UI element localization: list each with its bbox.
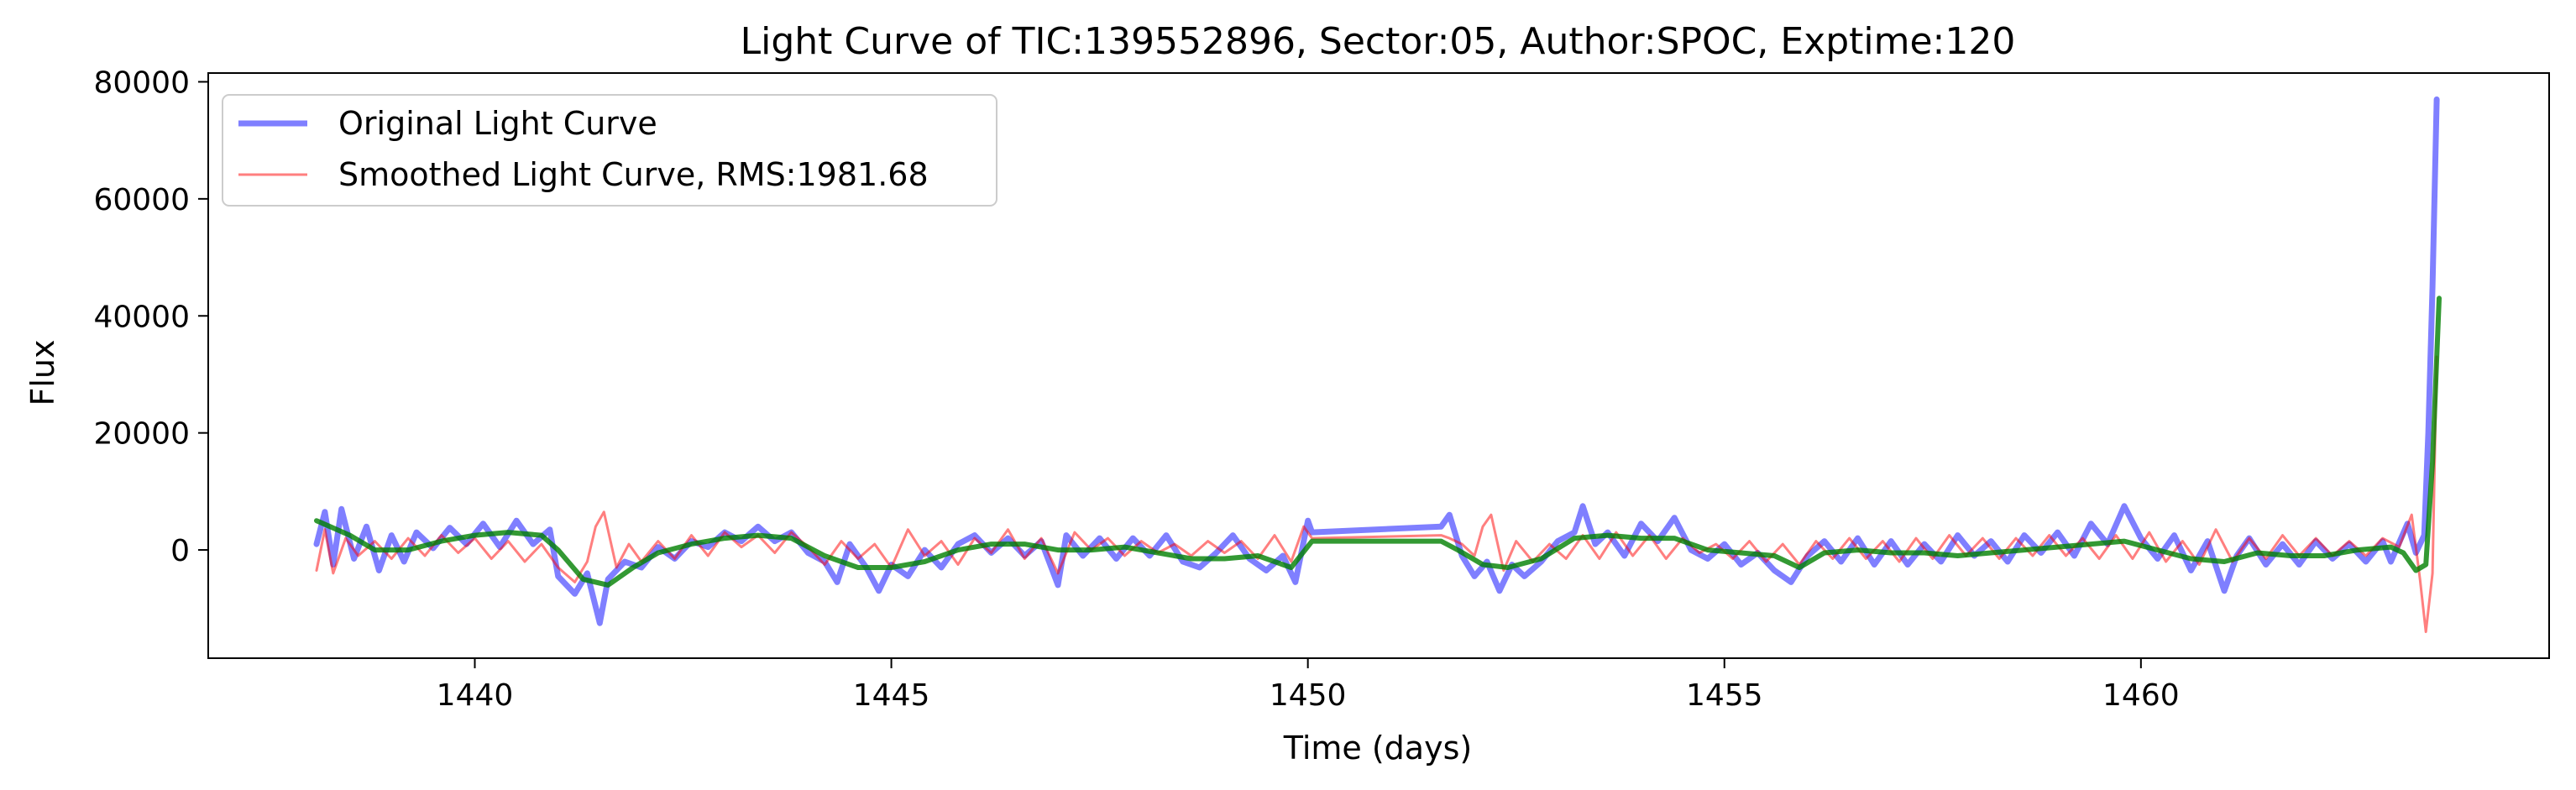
series-layer	[313, 96, 2442, 634]
x-tick-label: 1455	[1686, 678, 1763, 713]
legend-label-smoothed: Smoothed Light Curve, RMS:1981.68	[338, 156, 929, 193]
plot-frame	[207, 72, 2550, 659]
chart-title: Light Curve of TIC:139552896, Sector:05,…	[741, 20, 2016, 63]
y-tick-label: 40000	[93, 300, 190, 334]
legend: Original Light Curve Smoothed Light Curv…	[222, 94, 997, 207]
legend-label-original: Original Light Curve	[338, 105, 657, 142]
legend-box	[222, 94, 997, 207]
series-original-line	[313, 96, 2440, 626]
y-tick-label: 60000	[93, 183, 190, 217]
x-tick-label: 1445	[853, 678, 930, 713]
y-tick-label: 20000	[93, 417, 190, 452]
x-tick-label: 1450	[1270, 678, 1347, 713]
x-tick-label: 1460	[2102, 678, 2180, 713]
y-axis-label: Flux	[24, 340, 61, 406]
y-tick-label: 0	[170, 534, 190, 568]
y-axis: 0 20000 40000 60000 80000	[93, 65, 208, 568]
x-tick-label: 1440	[437, 678, 514, 713]
x-axis: 1440 1445 1450 1455 1460	[437, 658, 2180, 713]
series-trend-line	[314, 296, 2442, 588]
y-tick-label: 80000	[93, 65, 190, 100]
x-axis-label: Time (days)	[1283, 730, 1472, 766]
